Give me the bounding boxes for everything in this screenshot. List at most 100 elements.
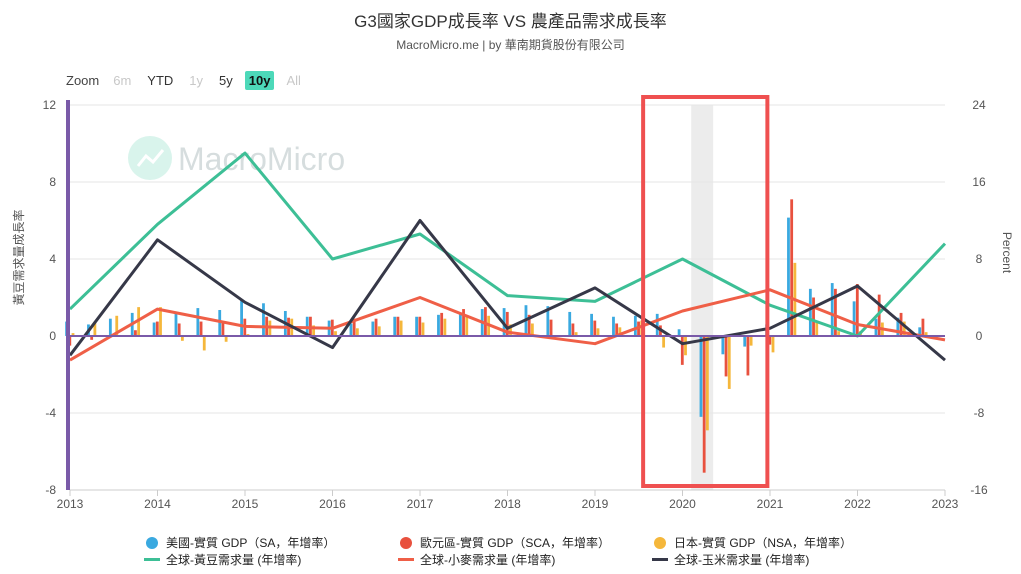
right-tick-label: 0	[976, 329, 983, 343]
bar-eu	[199, 321, 203, 336]
x-tick-label: 2019	[582, 497, 609, 511]
bar-us	[590, 313, 593, 336]
highlight-box	[641, 95, 770, 488]
right-tick-label: -8	[974, 406, 985, 420]
bar-eu	[702, 336, 706, 473]
bar-us	[612, 316, 615, 336]
left-tick-label: 12	[43, 98, 57, 112]
chart-subtitle: MacroMicro.me | by 華南期貨股份有限公司	[396, 38, 625, 52]
bar-us	[262, 303, 265, 336]
bar-eu	[549, 319, 553, 336]
x-tick-label: 2022	[844, 497, 871, 511]
legend-soy-label: 全球-黃豆需求量 (年增率)	[166, 553, 302, 567]
legend-item-us[interactable]: 美國-實質 GDP（SA，年增率）	[146, 534, 335, 551]
bar-jp	[399, 320, 403, 336]
bar-eu	[724, 336, 728, 377]
bar-us	[240, 299, 243, 336]
bar-eu	[90, 336, 94, 340]
bar-us	[743, 336, 747, 347]
bar-us	[677, 329, 681, 336]
right-tick-label: -16	[970, 483, 988, 497]
zoom-all-button[interactable]: All	[286, 72, 301, 88]
bar-us	[787, 217, 790, 336]
legend-jp-marker	[654, 536, 666, 549]
bar-jp	[377, 326, 381, 336]
bar-us	[568, 311, 572, 336]
bar-jp	[159, 307, 162, 336]
bar-eu	[768, 336, 772, 345]
zoom-label: Zoom	[66, 72, 100, 88]
bar-jp	[71, 333, 75, 336]
legend-jp-label: 日本-實質 GDP（NSA，年增率）	[674, 536, 853, 550]
bar-eu	[396, 316, 400, 336]
zoom-controls: Zoom 6m YTD 1y 5y 10y All	[66, 69, 313, 91]
x-tick-label: 2014	[144, 497, 171, 511]
legend-soy-marker	[144, 558, 160, 561]
bar-us	[393, 316, 397, 336]
left-tick-label: 4	[49, 252, 56, 266]
bar-eu	[877, 294, 881, 336]
bar-jp	[924, 332, 928, 336]
bar-us	[699, 336, 703, 417]
bar-us	[546, 306, 550, 336]
bar-eu	[221, 322, 225, 336]
bar-jp	[443, 318, 447, 336]
bar-eu	[790, 199, 794, 336]
bar-us	[721, 336, 725, 355]
x-tick-label: 2017	[407, 497, 434, 511]
bar-eu	[746, 336, 750, 376]
bar-jp	[705, 336, 709, 431]
zoom-10y-button[interactable]: 10y	[244, 70, 275, 90]
bar-jp	[815, 321, 819, 336]
bar-eu	[374, 318, 378, 336]
bar-eu	[615, 323, 619, 336]
x-tick-label: 2021	[757, 497, 784, 511]
bar-jp	[771, 336, 775, 353]
bar-jp	[727, 336, 731, 389]
bar-us	[174, 312, 178, 336]
bar-us	[196, 308, 200, 336]
bar-us	[808, 288, 812, 336]
zoom-5y-button[interactable]: 5y	[219, 72, 233, 88]
bar-us	[458, 312, 462, 336]
bar-jp	[355, 328, 359, 336]
bar-us	[349, 323, 353, 336]
bar-us	[108, 318, 112, 336]
bar-eu	[527, 314, 531, 336]
bar-us	[437, 314, 440, 336]
zoom-6m-button[interactable]: 6m	[113, 72, 132, 88]
chart-plot: MacroMicro 12 8 4 0 -4 -8 24 16 8 0 -8 -16 2013 2014 2…	[11, 95, 1014, 511]
legend-wheat-marker	[398, 558, 414, 561]
legend-item-jp[interactable]: 日本-實質 GDP（NSA，年增率）	[654, 534, 852, 551]
bar-us	[852, 301, 856, 336]
legend-item-eu[interactable]: 歐元區-實質 GDP（SCA，年增率）	[400, 534, 610, 551]
bar-eu	[177, 323, 181, 336]
bar-eu	[921, 318, 925, 336]
legend-item-corn[interactable]: 全球-玉米需求量 (年增率)	[652, 551, 809, 568]
x-tick-label: 2015	[232, 497, 259, 511]
recession-shade	[691, 105, 714, 490]
legend-item-soy[interactable]: 全球-黃豆需求量 (年增率)	[144, 551, 301, 568]
legend-item-wheat[interactable]: 全球-小麥需求量 (年增率)	[398, 551, 555, 568]
bar-jp	[618, 327, 622, 336]
chart-title: G3國家GDP成長率 VS 農產品需求成長率	[354, 12, 667, 31]
x-tick-label: 2013	[57, 497, 84, 511]
bar-jp	[312, 325, 316, 336]
line-corn	[68, 219, 946, 362]
bar-eu	[134, 330, 137, 336]
bar-jp	[596, 328, 600, 336]
line-wheat	[69, 288, 946, 362]
bar-eu	[680, 336, 684, 365]
zoom-1y-button[interactable]: 1y	[189, 72, 204, 88]
bar-jp	[334, 331, 337, 336]
zoom-ytd-button[interactable]: YTD	[147, 72, 174, 88]
x-tick-label: 2016	[319, 497, 346, 511]
bar-eu	[155, 321, 159, 336]
bar-jp	[530, 323, 534, 336]
right-tick-label: 16	[972, 175, 986, 189]
bar-eu	[834, 288, 837, 336]
legend-us-label: 美國-實質 GDP（SA，年增率）	[166, 536, 336, 550]
left-tick-label: -8	[45, 483, 56, 497]
watermark: MacroMicro	[128, 136, 345, 180]
bar-jp	[202, 336, 206, 351]
